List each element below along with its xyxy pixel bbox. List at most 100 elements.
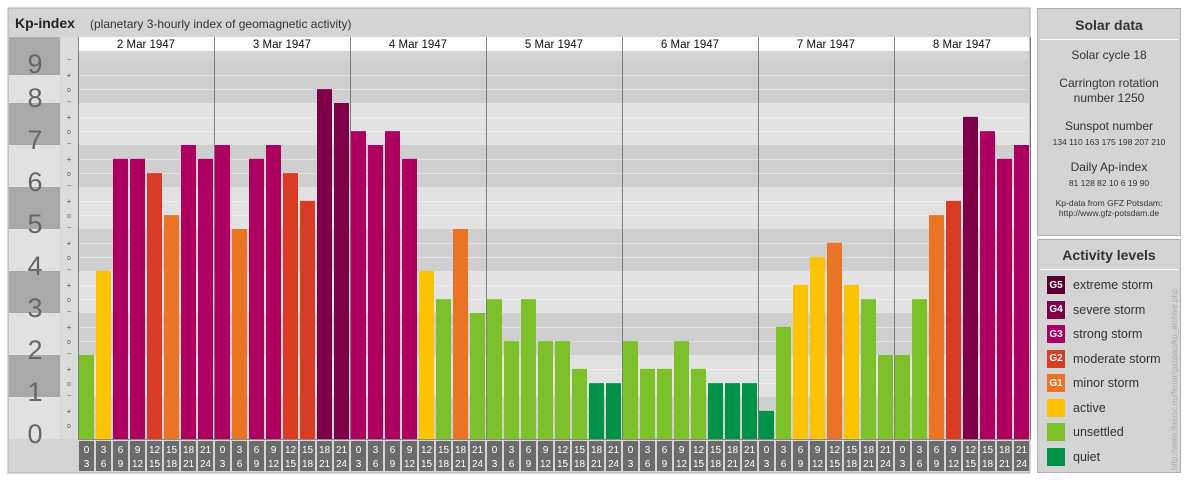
y-band-2 <box>9 313 60 355</box>
interval-end: 12 <box>268 459 280 470</box>
interval-end: 3 <box>628 459 634 470</box>
interval-end: 21 <box>999 459 1011 470</box>
interval-cell <box>130 441 145 471</box>
interval-cell <box>725 441 740 471</box>
kp-bar <box>368 145 383 439</box>
interval-start: 21 <box>472 445 484 456</box>
y-tick-label: 5 <box>27 209 42 239</box>
kp-bar <box>793 284 808 439</box>
kp-bar <box>215 145 230 439</box>
interval-start: 9 <box>135 445 141 456</box>
interval-start: 21 <box>608 445 620 456</box>
level-item: quiet <box>1047 447 1100 466</box>
kp-bar <box>181 145 196 439</box>
y-tick-label: 6 <box>27 167 42 197</box>
interval-start: 21 <box>744 445 756 456</box>
chart-subtitle: (planetary 3-hourly index of geomagnetic… <box>90 17 351 31</box>
kp-bar <box>759 410 774 439</box>
y-axis: 0 1 2 3 4 5 6 7 8 9 <box>9 37 60 449</box>
interval-cell <box>266 441 281 471</box>
sub-tick: + <box>67 407 72 416</box>
interval-cell <box>351 441 366 471</box>
interval-start: 15 <box>846 445 858 456</box>
interval-start: 0 <box>220 445 226 456</box>
y-band-9 <box>9 37 60 75</box>
kp-bar <box>810 257 825 439</box>
level-swatch: G2 <box>1047 349 1065 368</box>
kp-bar <box>674 341 689 439</box>
interval-end: 18 <box>982 459 994 470</box>
level-swatch <box>1047 398 1065 417</box>
interval-end: 24 <box>200 459 212 470</box>
interval-cell <box>368 441 383 471</box>
interval-start: 15 <box>438 445 450 456</box>
interval-cell <box>419 441 434 471</box>
interval-cell <box>810 441 825 471</box>
sub-tick: + <box>67 323 72 332</box>
interval-cell <box>470 441 485 471</box>
y-tick-label: 3 <box>27 293 42 323</box>
interval-cell <box>487 441 502 471</box>
kp-bar <box>725 383 740 439</box>
interval-cell <box>283 441 298 471</box>
interval-cell <box>691 441 706 471</box>
interval-cell <box>300 441 315 471</box>
interval-cell <box>929 441 944 471</box>
interval-start: 9 <box>679 445 685 456</box>
level-label: extreme storm <box>1073 278 1153 292</box>
interval-cell <box>249 441 264 471</box>
interval-end: 21 <box>183 459 195 470</box>
kp-bar <box>436 299 451 439</box>
kp-bar <box>657 368 672 439</box>
interval-cell <box>844 441 859 471</box>
interval-start: 18 <box>455 445 467 456</box>
level-swatch <box>1047 447 1065 466</box>
interval-start: 12 <box>965 445 977 456</box>
interval-start: 0 <box>628 445 634 456</box>
sub-tick: + <box>67 239 72 248</box>
interval-end: 24 <box>608 459 620 470</box>
interval-cell <box>589 441 604 471</box>
kp-bar <box>827 242 842 439</box>
interval-cell <box>232 441 247 471</box>
kp-bar <box>317 89 332 439</box>
interval-end: 3 <box>84 459 90 470</box>
level-item: G3 strong storm <box>1047 325 1142 343</box>
y-tick-label: 7 <box>27 125 42 155</box>
interval-end: 3 <box>764 459 770 470</box>
interval-start: 15 <box>574 445 586 456</box>
solar-data-panel: Solar data Solar cycle 18 Carrington rot… <box>1037 8 1181 236</box>
kp-bar <box>249 158 264 440</box>
interval-end: 9 <box>390 459 396 470</box>
interval-end: 21 <box>727 459 739 470</box>
interval-cell <box>606 441 621 471</box>
interval-end: 18 <box>846 459 858 470</box>
interval-end: 21 <box>863 459 875 470</box>
level-swatch <box>1047 423 1065 441</box>
kp-bar <box>79 355 94 439</box>
kp-bar <box>589 383 604 439</box>
interval-cell <box>827 441 842 471</box>
interval-end: 15 <box>285 459 297 470</box>
interval-end: 9 <box>118 459 124 470</box>
bar-series <box>79 89 1029 440</box>
kp-bar <box>623 341 638 439</box>
interval-cell <box>504 441 519 471</box>
interval-start: 12 <box>557 445 569 456</box>
interval-cell <box>402 441 417 471</box>
interval-end: 15 <box>421 459 433 470</box>
interval-start: 0 <box>356 445 362 456</box>
source-link[interactable]: http://www.gfz-potsdam.de <box>1058 208 1160 218</box>
kp-bar <box>487 299 502 439</box>
interval-start: 18 <box>727 445 739 456</box>
kp-bar <box>878 355 893 439</box>
interval-start: 9 <box>271 445 277 456</box>
level-swatch: G1 <box>1047 374 1065 392</box>
day-label: 6 Mar 1947 <box>661 39 719 51</box>
activity-levels-panel: Activity levels G5 extreme storm G4 severe … <box>1037 239 1181 473</box>
kp-bar <box>555 341 570 439</box>
interval-cell <box>113 441 128 471</box>
interval-cell <box>334 441 349 471</box>
interval-cell <box>317 441 332 471</box>
kp-bar <box>113 158 128 440</box>
